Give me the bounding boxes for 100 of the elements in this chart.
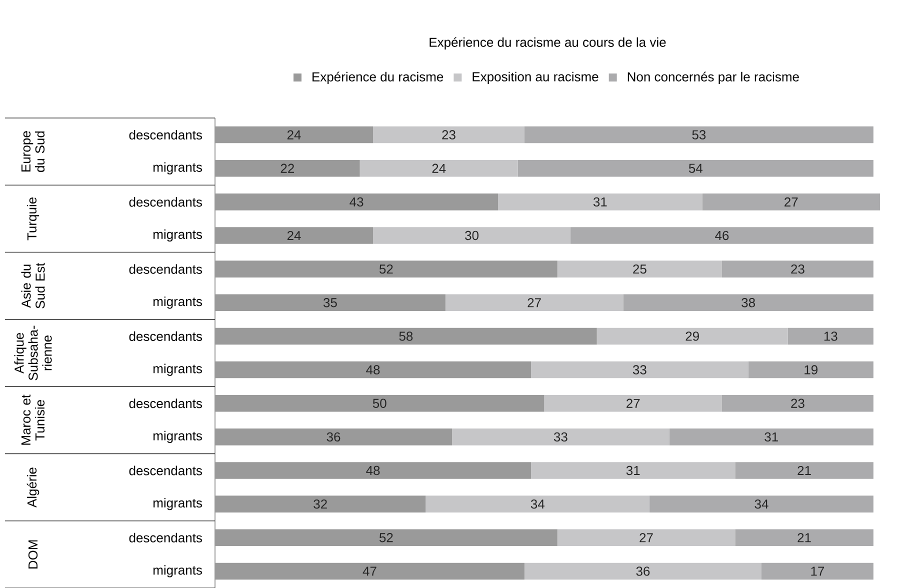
- data-label: 33: [554, 432, 568, 442]
- bar: [748, 361, 874, 378]
- data-label: 17: [811, 566, 824, 576]
- data-label: 27: [640, 532, 653, 542]
- bar: [702, 193, 880, 210]
- bar: [544, 394, 722, 412]
- data-label: 23: [442, 130, 456, 140]
- bar: [498, 193, 702, 210]
- bar: [360, 160, 518, 177]
- chart-title: Expérience du racisme au cours de la vie: [430, 37, 666, 50]
- y-tick-label: descendants: [129, 264, 202, 274]
- data-label: 27: [626, 398, 640, 408]
- data-label: 31: [626, 466, 640, 475]
- data-label: 43: [350, 197, 364, 206]
- bar: [531, 462, 736, 479]
- bar: [215, 260, 558, 278]
- bar: [215, 529, 558, 546]
- bar: [215, 428, 452, 446]
- data-label: 34: [530, 499, 544, 508]
- bar: [669, 428, 874, 446]
- y-tick-label: migrants: [153, 564, 202, 578]
- bar: [735, 529, 874, 546]
- text: Maroc et Tunisie: [21, 394, 45, 445]
- text: Europe du Sud: [21, 130, 45, 172]
- bar: [215, 126, 374, 143]
- y-tick-label: migrants: [153, 229, 202, 242]
- data-label: 47: [362, 566, 376, 576]
- data-label: 24: [287, 230, 301, 240]
- data-label: 21: [798, 466, 811, 475]
- bar: [531, 361, 748, 378]
- bar: [215, 462, 532, 479]
- text: Afrique Subsaha-rienne: [14, 326, 52, 380]
- bar: [650, 495, 874, 512]
- data-label: 48: [366, 466, 380, 475]
- y-tick-label: migrants: [153, 296, 202, 309]
- data-label: 52: [379, 532, 393, 542]
- bar: [623, 294, 874, 311]
- y-tick-label: descendants: [129, 196, 202, 207]
- data-label: 38: [742, 298, 755, 308]
- bar: [557, 260, 722, 278]
- legend-label: Exposition au racisme: [472, 72, 598, 84]
- text: Asie du Sud Est: [21, 262, 45, 308]
- legend-label: Non concernés par le racisme: [628, 72, 799, 84]
- data-label: 29: [686, 331, 699, 341]
- data-label: 24: [287, 130, 301, 140]
- bar: [570, 226, 874, 244]
- data-label: 13: [824, 331, 838, 341]
- bar: [735, 462, 874, 479]
- bar: [215, 226, 374, 244]
- bar: [518, 160, 874, 177]
- bar: [524, 126, 874, 143]
- data-label: 25: [633, 264, 646, 274]
- text: DOM: [28, 540, 38, 568]
- data-label: 36: [636, 566, 650, 576]
- bar: [215, 495, 426, 512]
- data-label: 50: [372, 398, 386, 408]
- y-tick-label: descendants: [129, 331, 202, 341]
- data-label: 21: [798, 532, 811, 542]
- bar: [761, 562, 874, 580]
- bar: [445, 294, 624, 311]
- y-tick-label: migrants: [153, 162, 202, 174]
- data-label: 31: [764, 432, 778, 442]
- y-tick-label: descendants: [129, 532, 202, 542]
- data-label: 46: [715, 230, 729, 240]
- bar: [215, 160, 360, 177]
- bar: [215, 294, 446, 311]
- bar: [215, 328, 597, 344]
- y-tick-label: descendants: [129, 398, 202, 408]
- y-tick-label: migrants: [153, 364, 202, 376]
- data-label: 22: [280, 164, 294, 173]
- data-label: 36: [326, 432, 340, 442]
- data-label: 27: [528, 298, 541, 307]
- bar: [722, 394, 874, 412]
- data-label: 24: [432, 164, 446, 173]
- y-tick-label: migrants: [153, 430, 202, 443]
- bar: [452, 428, 670, 446]
- text: Algérie: [26, 467, 40, 508]
- data-label: 58: [399, 331, 413, 341]
- data-label: 33: [632, 364, 646, 374]
- data-label: 54: [688, 164, 702, 173]
- data-label: 23: [791, 264, 804, 274]
- bar: [373, 126, 524, 143]
- data-label: 53: [692, 130, 706, 140]
- data-label: 48: [366, 364, 380, 374]
- bar: [788, 328, 874, 344]
- bar: [596, 328, 788, 344]
- bar: [524, 562, 762, 580]
- data-label: 52: [379, 264, 393, 274]
- y-tick-label: descendants: [129, 130, 202, 140]
- data-label: 27: [784, 197, 798, 206]
- bar: [215, 361, 532, 378]
- data-label: 32: [314, 499, 327, 508]
- data-label: 19: [804, 364, 818, 374]
- bar: [215, 394, 544, 412]
- data-label: 34: [754, 499, 768, 508]
- data-label: 31: [593, 197, 607, 206]
- bar: [215, 193, 498, 210]
- legend-label: Expérience du racisme: [312, 72, 444, 84]
- data-label: 35: [324, 298, 337, 308]
- bar: [722, 260, 874, 278]
